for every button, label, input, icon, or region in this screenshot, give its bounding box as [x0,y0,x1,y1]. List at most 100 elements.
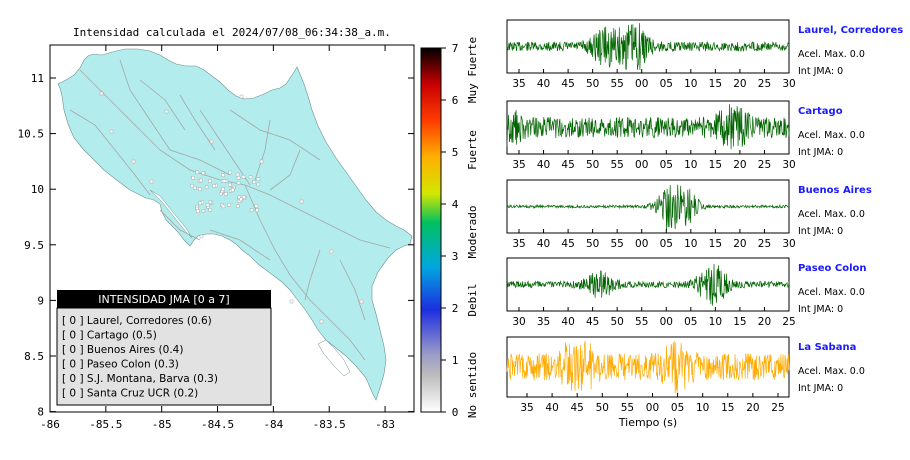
seismogram-tick-label: 10 [696,402,709,414]
seismogram-tick-label: 20 [746,402,759,414]
legend-header [57,290,271,308]
town-marker [359,299,364,304]
seismogram-tick-label: 40 [537,238,550,250]
town-marker [208,179,212,183]
seismogram-tick-label: 40 [545,402,558,414]
town-marker [190,184,194,188]
colorbar-tick-label: 4 [452,198,459,211]
town-marker [230,188,235,192]
seismogram-3: 30 35 40 45 50 55 00 05 10 15 20 25 Paseo Colon Acel.… [506,257,867,328]
seismogram-tick-label: 45 [586,316,599,328]
station-max-accel: Acel. Max. 0.0 [798,366,865,377]
station-name: Cartago [798,106,843,117]
town-marker [255,208,259,212]
station-jma-intensity: Int JMA: 0 [798,304,843,315]
legend-item: [ 0 ] Santa Cruz UCR (0.2) [62,388,198,400]
colorbar-ticks: 0 1 2 3 4 5 6 7 [441,42,459,419]
seismogram-tick-label: 35 [537,316,550,328]
colorbar-tick-label: 6 [452,94,459,107]
seismogram-tick-label: 35 [520,402,533,414]
station-jma-intensity: Int JMA: 0 [798,226,843,237]
intensity-legend: INTENSIDAD JMA [0 a 7] [ 0 ] Laurel, Cor… [56,290,272,406]
seismogram-tick-label: 10 [684,238,697,250]
seismogram-tick-label: 45 [561,238,574,250]
seismogram-4: 35 40 45 50 55 00 05 10 15 20 25 La Sabana Acel. Max… [506,336,865,414]
seismogram-tick-label: 30 [512,316,525,328]
seismogram-tick-label: 55 [610,78,623,90]
town-marker [319,319,324,324]
colorbar-category: Muy Fuerte [466,37,479,103]
seismogram-tick-label: 55 [621,402,634,414]
map-frame [49,44,415,413]
seismogram-tick-label: 50 [586,78,599,90]
town-marker [221,173,225,177]
map-xtick-label: -84.5 [201,418,234,431]
seismogram-tick-label: 15 [709,238,722,250]
town-marker [212,184,216,188]
town-marker [239,94,244,99]
colorbar-gradient [420,47,442,413]
town-marker [228,170,233,175]
seismogram-tick-label: 50 [610,316,623,328]
town-marker [256,177,261,181]
seismogram-tick-label: 50 [596,402,609,414]
town-marker [201,209,206,213]
seismogram-tick-label: 05 [660,238,673,250]
legend-item: [ 0 ] Paseo Colon (0.3) [62,359,179,371]
seismogram-tick-label: 25 [782,316,795,328]
seismogram-tick-label: 45 [561,159,574,171]
map-ytick-label: 10.5 [18,128,45,141]
town-marker [209,139,214,144]
town-marker [236,176,241,180]
seismogram-tick-label: 55 [610,238,623,250]
legend-body [56,307,272,406]
town-marker [196,209,200,213]
map-title: Intensidad calculada el 2024/07/08_06:34… [73,26,391,39]
seismogram-tick-label: 20 [733,238,746,250]
station-name: Buenos Aires [798,185,872,196]
seismogram-tick-label: 15 [709,159,722,171]
seismogram-tick-label: 20 [733,78,746,90]
seismogram-tick-label: 05 [671,402,684,414]
map-xtick-label: -86 [40,418,60,431]
map-ytick-label: 9.5 [24,239,44,252]
town-marker [201,171,206,175]
seismogram-tick-label: 15 [709,78,722,90]
seismogram-tick-label: 40 [561,316,574,328]
seismogram-frame [506,257,790,312]
seismogram-tick-label: 05 [684,316,697,328]
station-jma-intensity: Int JMA: 0 [798,147,843,158]
station-name: La Sabana [798,342,856,353]
station-max-accel: Acel. Max. 0.0 [798,49,865,60]
town-marker [164,109,169,114]
town-marker [299,199,304,204]
seismogram-trace [506,184,790,230]
colorbar-category: No sentido [466,352,479,418]
town-marker [239,197,243,202]
town-marker [198,187,202,191]
colorbar-tick-label: 3 [452,250,459,263]
seismogram-trace [506,104,790,150]
map-xtick-label: -85 [152,418,172,431]
seismogram-tick-label: 10 [709,316,722,328]
station-name: Paseo Colon [798,263,867,274]
colorbar-category: Debil [466,283,479,316]
map-ytick-label: 8.5 [24,350,44,363]
town-marker [195,170,199,175]
town-marker [248,175,253,180]
map-ytick-label: 10 [31,183,44,196]
seismogram-tick-label: 00 [635,78,648,90]
town-marker [193,186,197,190]
legend-item: [ 0 ] Cartago (0.5) [62,330,157,342]
town-marker [221,187,225,191]
town-marker [191,175,195,180]
town-marker [252,180,256,184]
colorbar-category: Moderado [466,206,479,259]
town-marker [109,129,114,134]
town-marker [221,204,226,209]
map-axis-ticks: -86 -85.5 -85 -84.5 -84 -83.5 -83 11 10.5 10 9.5 9 8… [18,45,414,431]
seismogram-tick-label: 50 [586,238,599,250]
seismogram-tick-label: 15 [733,316,746,328]
town-marker [228,183,232,187]
